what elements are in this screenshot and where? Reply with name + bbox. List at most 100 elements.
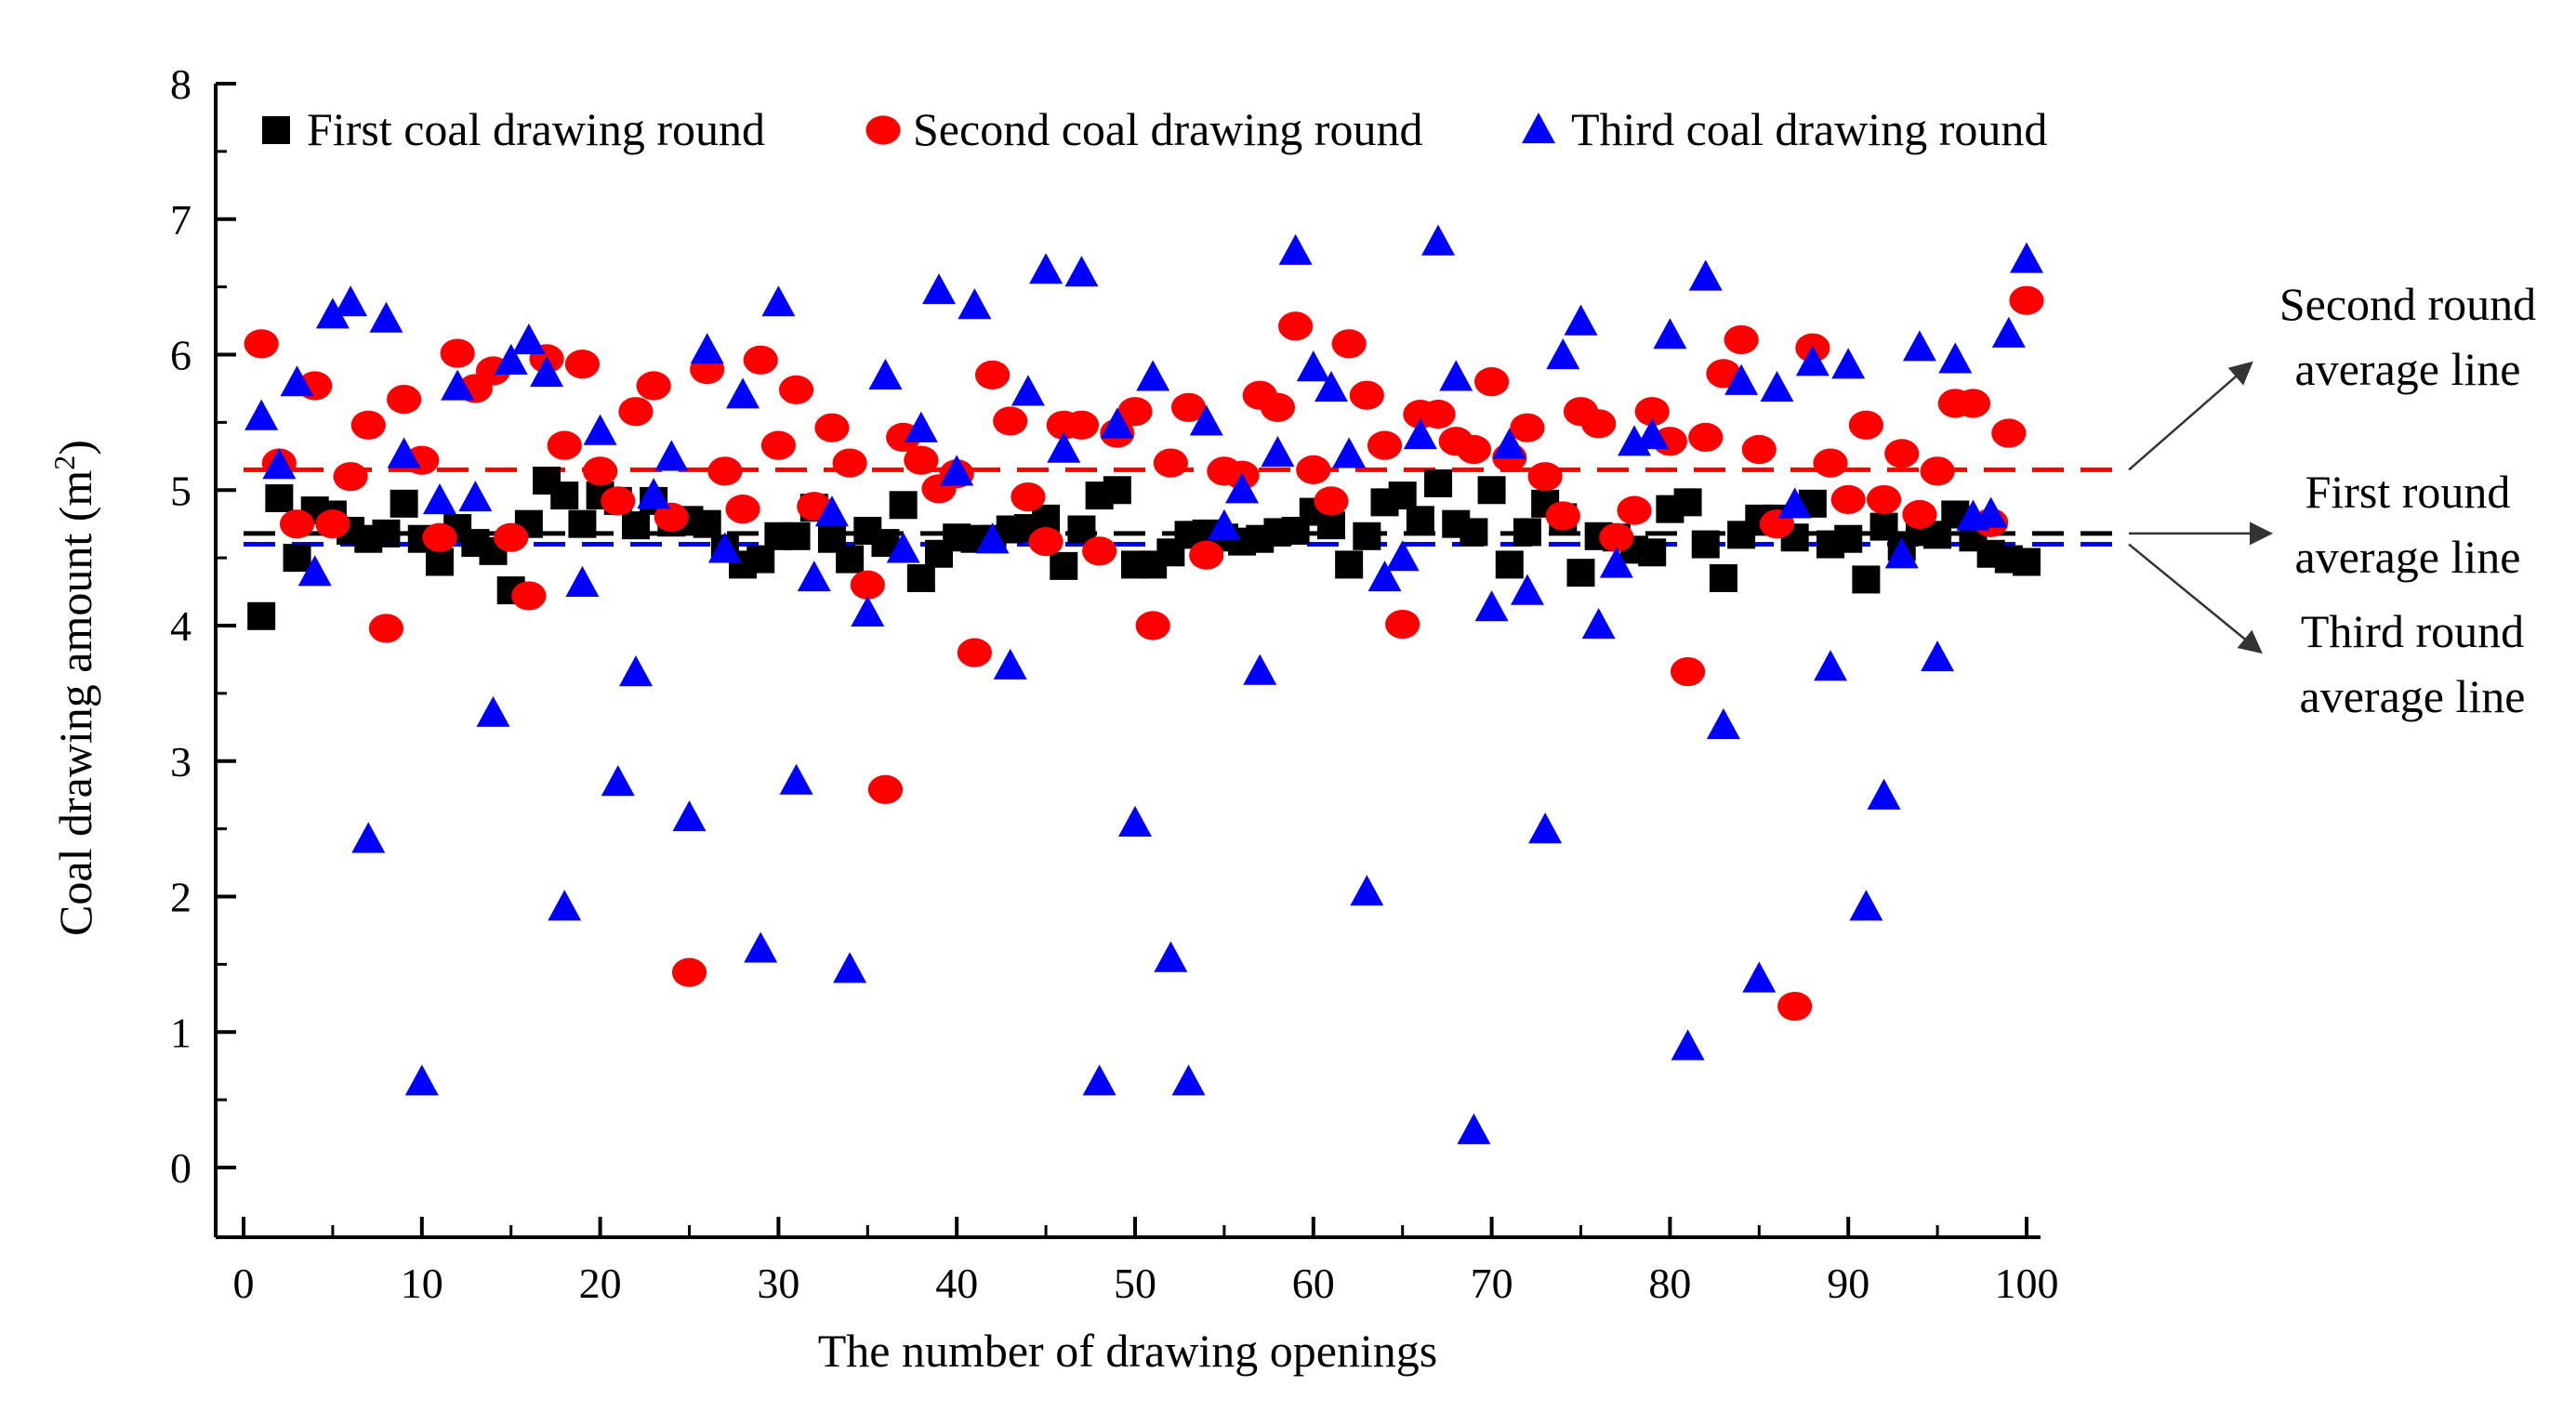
data-point	[1063, 410, 1100, 440]
data-point	[247, 601, 276, 630]
data-point	[778, 375, 814, 404]
data-point	[1314, 371, 1348, 402]
data-point	[1527, 462, 1563, 492]
data-point	[958, 288, 992, 320]
data-point	[1171, 1064, 1206, 1096]
data-point	[1406, 506, 1434, 534]
data-point	[1688, 422, 1724, 453]
data-point	[1278, 311, 1314, 341]
data-point	[1207, 508, 1241, 540]
data-point	[618, 397, 654, 427]
data-point	[1617, 495, 1652, 525]
y-tick-label: 1	[170, 1009, 192, 1056]
data-point	[1545, 501, 1580, 531]
data-point	[1135, 611, 1170, 640]
data-point	[1634, 397, 1670, 427]
data-point	[1938, 342, 1973, 374]
data-point	[1920, 456, 1955, 486]
data-point	[565, 565, 600, 597]
legend-marker	[865, 115, 901, 145]
data-point	[1831, 348, 1866, 379]
x-tick-label: 30	[757, 1260, 799, 1307]
data-point	[280, 365, 314, 397]
data-point	[1367, 561, 1402, 592]
data-point	[654, 440, 689, 471]
data-point	[1724, 363, 1759, 395]
data-point	[1546, 338, 1580, 370]
data-point	[904, 445, 939, 475]
data-point	[1813, 448, 1848, 478]
data-point	[1709, 563, 1737, 592]
annotation-label: Third round	[2301, 605, 2524, 657]
data-point	[1777, 487, 1812, 519]
data-point	[1456, 434, 1492, 465]
data-point	[726, 377, 760, 409]
data-point	[1353, 521, 1381, 550]
x-tick-label: 60	[1292, 1260, 1335, 1307]
data-point	[1118, 805, 1152, 837]
data-point	[833, 952, 867, 983]
data-point	[1064, 256, 1099, 287]
data-point	[550, 482, 579, 510]
y-tick-label: 3	[170, 738, 192, 785]
x-tick-label: 0	[233, 1260, 255, 1307]
data-point	[2009, 285, 2044, 315]
data-point	[1671, 1029, 1705, 1061]
data-point	[1260, 392, 1296, 422]
data-point	[548, 890, 582, 921]
data-point	[957, 638, 992, 667]
data-point	[1760, 371, 1794, 402]
data-point	[940, 455, 974, 486]
data-point	[1884, 439, 1920, 468]
data-point	[779, 763, 813, 795]
data-point	[1335, 550, 1364, 579]
data-point	[1388, 482, 1417, 510]
data-point	[530, 356, 564, 388]
data-point	[547, 430, 582, 460]
data-point	[333, 462, 368, 492]
x-tick-label: 80	[1648, 1260, 1691, 1307]
data-point	[693, 509, 721, 538]
data-point	[1403, 418, 1437, 450]
data-point	[1581, 608, 1616, 640]
data-point	[1082, 1064, 1116, 1096]
data-point	[1047, 431, 1081, 463]
data-point	[850, 570, 885, 600]
data-point	[868, 358, 903, 389]
data-point	[1350, 875, 1384, 906]
data-point	[1170, 392, 1207, 422]
average-line-annotations: Second round average line First round avera…	[2128, 278, 2536, 722]
data-point	[568, 509, 597, 538]
data-point	[2013, 548, 2041, 576]
data-point	[350, 410, 386, 440]
data-point	[707, 456, 743, 486]
data-point	[1349, 380, 1384, 410]
data-point	[244, 399, 279, 430]
data-point	[422, 483, 456, 515]
data-point	[1457, 1113, 1491, 1144]
annotation-label: average line	[2300, 670, 2526, 722]
data-point	[511, 581, 547, 611]
data-point	[906, 563, 935, 592]
data-point	[1902, 330, 1936, 362]
y-axis-title-close: )	[49, 440, 101, 455]
data-point	[1385, 609, 1420, 640]
data-point	[889, 491, 918, 520]
data-point	[1688, 259, 1723, 291]
data-point	[1955, 389, 1991, 418]
data-point	[315, 509, 350, 539]
data-point	[1670, 656, 1706, 687]
legend-label: Third coal drawing round	[1571, 103, 2047, 155]
data-point	[1974, 496, 2008, 528]
data-point	[744, 931, 778, 963]
data-point	[1566, 559, 1595, 587]
data-point	[1225, 472, 1260, 504]
data-point	[1902, 499, 1937, 530]
annotation-arrow	[2128, 361, 2253, 471]
data-point	[1638, 538, 1667, 567]
x-tick-label: 50	[1114, 1260, 1156, 1307]
data-point	[904, 411, 938, 442]
data-point	[1189, 404, 1223, 436]
data-point	[1100, 407, 1134, 439]
data-point	[1474, 367, 1510, 397]
